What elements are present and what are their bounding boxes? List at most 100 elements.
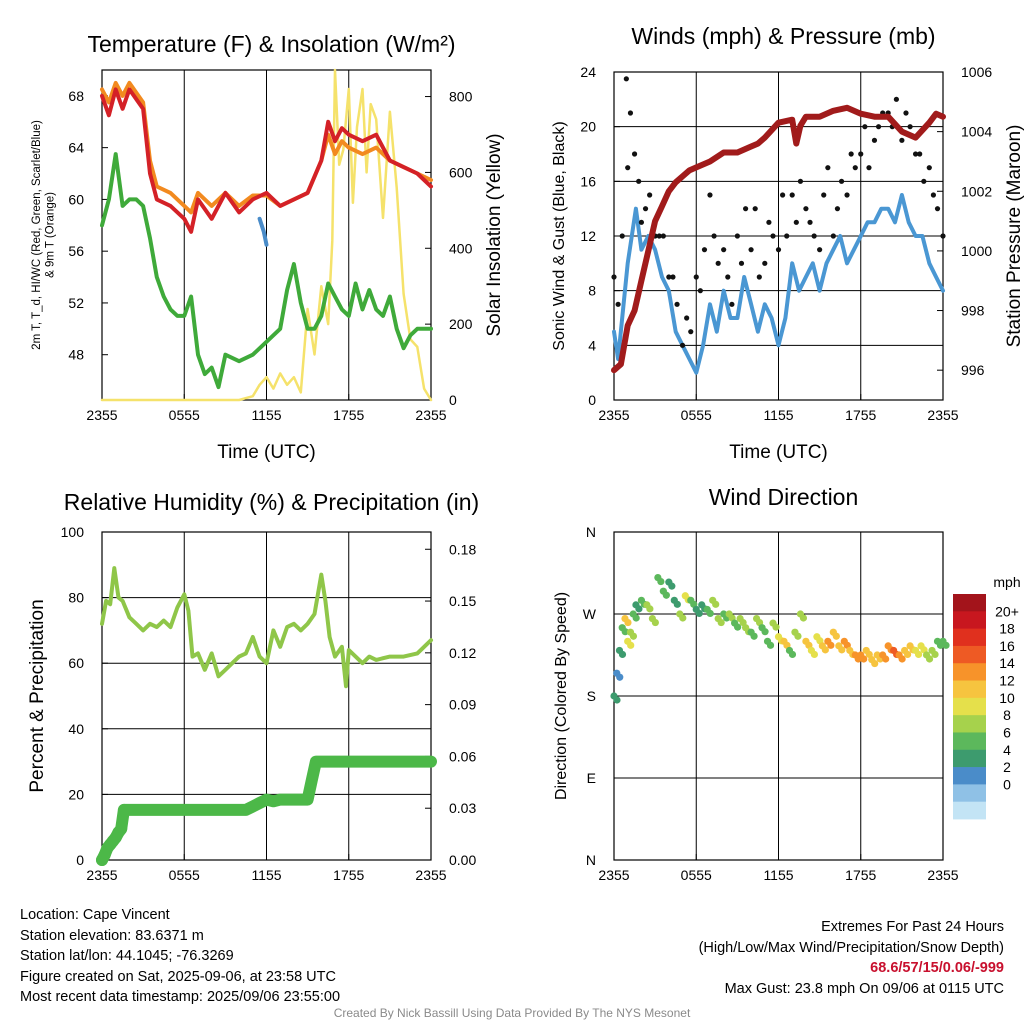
colorbar-label: 6 [1003,724,1011,740]
x-tick-label: 1155 [763,867,793,883]
colorbar-swatch [953,594,986,612]
direction-point [860,655,868,663]
direction-point [673,600,681,608]
direction-point [914,650,923,659]
direction-point [794,632,802,640]
gust-point [625,165,631,171]
y2-tick-label: 200 [449,316,473,332]
gust-point [715,260,721,266]
gust-point [793,219,799,225]
gust-point [752,206,758,212]
y2-tick-label: 1000 [961,243,992,259]
colorbar-label: 18 [999,621,1015,637]
plot-frame [101,69,432,401]
y-axis-label: 2m T, T_d, HI/WC (Red, Green, Scarlet/Bl… [31,120,57,350]
direction-point [882,655,890,663]
gust-point [871,137,878,143]
direction-point [629,632,638,640]
direction-point [761,628,769,636]
gust-point [893,96,899,102]
x-tick-label: 2355 [86,407,117,423]
gust-point [701,247,708,253]
direction-point [706,609,714,618]
x-tick-label: 0555 [681,867,712,883]
panel-title: Relative Humidity (%) & Precipitation (i… [64,489,479,515]
colorbar-label: 12 [999,673,1015,689]
y2-tick-label: 0.15 [449,593,476,609]
colorbar-swatch [953,628,986,647]
axis-label-line: Percent & Precipitation [27,599,48,792]
y2-tick-label: 0.06 [449,748,476,764]
colorbar-swatch [953,749,986,768]
y-tick-label: 0 [76,852,84,868]
y-tick-label: 4 [588,337,596,353]
y-tick-label: 56 [68,243,84,259]
y2-tick-label: 998 [961,303,985,319]
y2-tick-label: 0.03 [449,800,476,816]
direction-point [734,623,742,631]
axis-label-line: 2m T, T_d, HI/WC (Red, Green, Scarlet/Bl… [31,120,43,350]
colorbar-swatch [953,732,986,751]
x-tick-label: 1755 [845,407,876,423]
gust-point [638,219,645,225]
axis-label-line: Solar Insolation (Yellow) [484,133,505,336]
gust-point [866,165,872,171]
elevation-text: Station elevation: 83.6371 m [20,927,204,944]
gust-point [627,110,634,116]
y-tick-label: 24 [580,64,596,80]
direction-point [651,618,659,627]
y-tick-label: N [586,524,596,540]
direction-point [613,696,621,704]
direction-point [838,646,846,654]
direction-point [618,650,627,659]
y2-tick-label: 0.09 [449,697,476,713]
gust-point [811,233,817,239]
y2-tick-label: 0 [449,392,457,408]
gust-point [636,178,642,184]
y-tick-label: 20 [580,119,596,135]
y2-tick-label: 1004 [961,124,992,140]
panel-title: Temperature (F) & Insolation (W/m²) [87,31,455,57]
direction-point [695,609,703,618]
direction-point [624,618,632,627]
gust-point [875,124,882,130]
gust-point [642,206,649,212]
y-tick-label: 20 [68,786,84,802]
y2-tick-label: 1006 [961,64,992,80]
colorbar-swatch [953,611,986,630]
gust-point [934,206,941,212]
x-tick-label: 2355 [86,867,117,883]
y2-axis-label: Solar Insolation (Yellow) [484,133,505,336]
gust-point [903,110,909,116]
gust-point [738,260,745,266]
direction-point [632,614,640,622]
y-tick-label: 48 [68,347,84,363]
direction-point [931,650,939,659]
gust-point [693,274,699,280]
y2-tick-label: 0.18 [449,541,476,557]
colorbar-title: mph [993,574,1020,590]
y-tick-label: E [587,770,596,786]
axis-label-line: Sonic Wind & Gust (Blue, Black) [551,121,568,350]
y-axis-label: Sonic Wind & Gust (Blue, Black) [551,121,568,350]
gust-point [725,274,731,280]
direction-point [616,673,624,681]
direction-point [679,614,687,622]
gust-point [688,329,694,335]
heat-index-line [257,216,269,247]
x-tick-label: 1155 [763,407,793,423]
gust-point [756,274,762,280]
gust-point [844,192,850,198]
direction-point [925,655,934,663]
direction-point [627,641,635,649]
gust-point [770,233,776,239]
y-tick-label: S [587,688,596,704]
panel-title: Winds (mph) & Pressure (mb) [631,23,935,49]
y2-tick-label: 400 [449,240,473,256]
y2-tick-label: 0.00 [449,852,476,868]
direction-point [662,591,670,599]
direction-point [717,618,725,627]
direction-point [832,632,840,640]
direction-point [657,577,665,586]
y-tick-label: 16 [580,173,596,189]
